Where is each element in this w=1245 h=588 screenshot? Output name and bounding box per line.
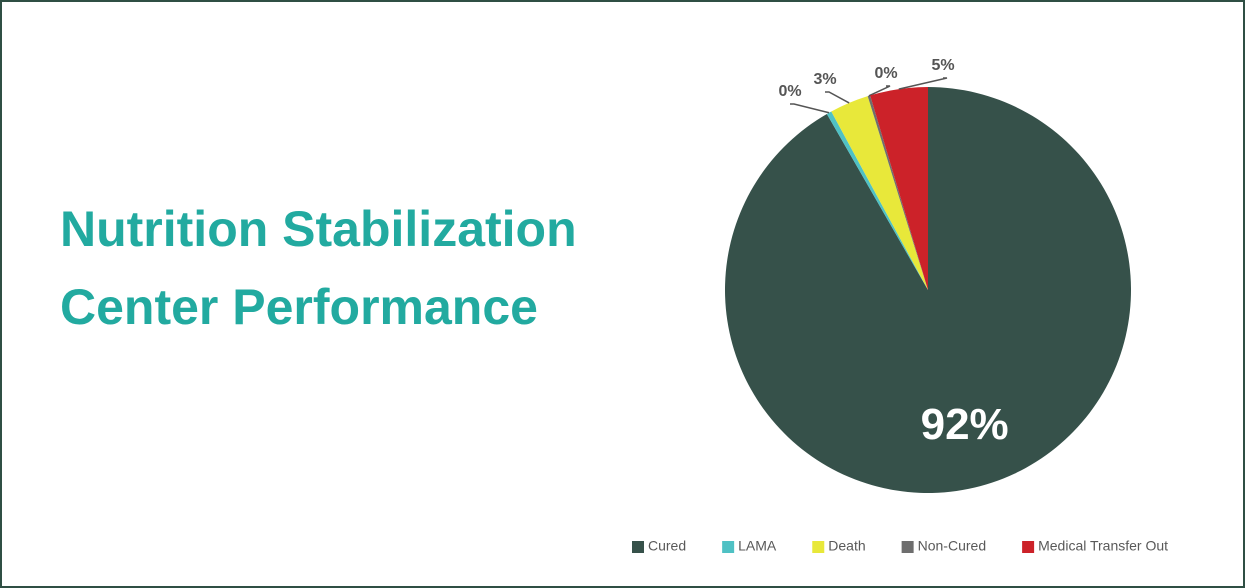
legend-swatch <box>722 541 735 553</box>
legend-swatch <box>901 541 914 553</box>
pie-slice <box>826 111 928 291</box>
legend-label: Medical Transfer Out <box>1038 538 1168 554</box>
pie-slice <box>870 87 928 290</box>
data-label: 0% <box>874 65 897 82</box>
legend-swatch <box>812 541 825 553</box>
legend-swatch <box>632 541 644 553</box>
data-label: 5% <box>931 57 954 74</box>
legend-label: Death <box>828 538 865 554</box>
legend-label: Cured <box>648 538 686 554</box>
pie-slice <box>831 96 928 290</box>
data-label: 92% <box>921 400 1009 449</box>
chart-title: Nutrition Stabilization Center Performan… <box>60 201 577 335</box>
leader-line <box>898 77 948 90</box>
leader-line <box>790 103 830 114</box>
legend-swatch <box>1022 541 1035 553</box>
leader-line <box>868 85 891 97</box>
data-label: 3% <box>813 71 836 88</box>
legend-label: Non-Cured <box>918 538 986 554</box>
legend-label: LAMA <box>738 538 777 554</box>
pie-slice <box>867 95 928 290</box>
leader-line <box>825 91 850 104</box>
data-label: 0% <box>778 83 801 100</box>
